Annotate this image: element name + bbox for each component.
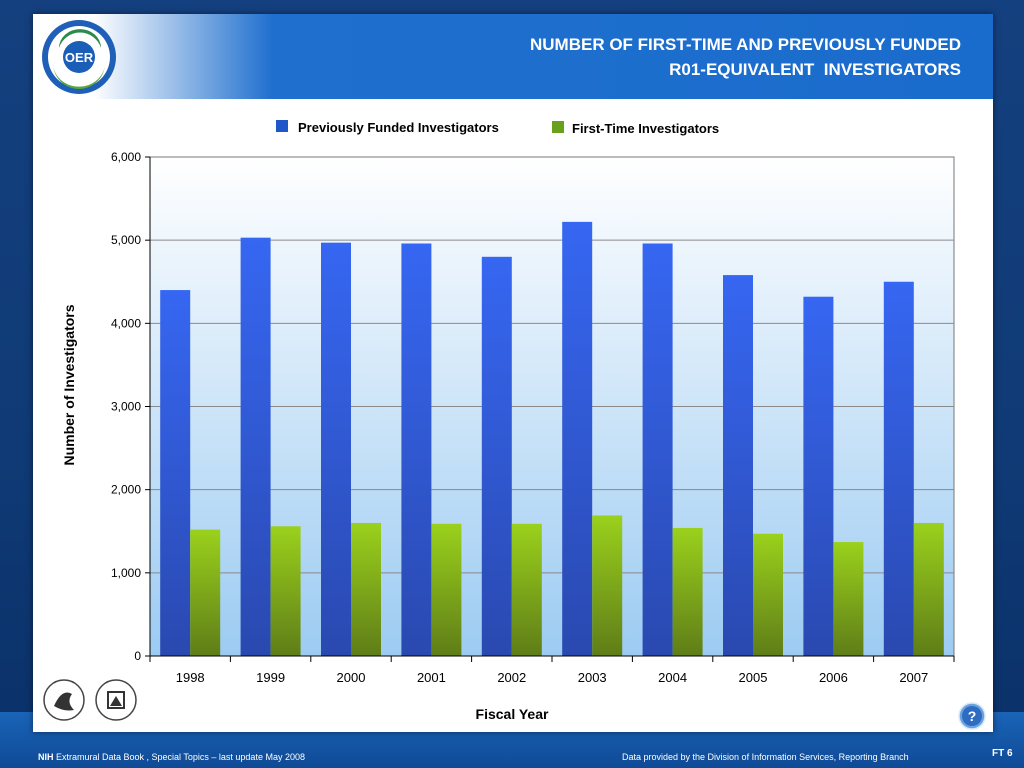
bar-first-time xyxy=(270,526,301,656)
bar-previously-funded xyxy=(803,296,834,656)
y-tick-label: 3,000 xyxy=(111,400,141,414)
y-tick-label: 1,000 xyxy=(111,566,141,580)
bar-first-time xyxy=(672,527,703,656)
legend-label-previous: Previously Funded Investigators xyxy=(298,120,499,135)
x-tick-label: 2004 xyxy=(658,670,687,685)
title-line-2: R01-EQUIVALENT INVESTIGATORS xyxy=(669,60,961,79)
x-tick-label: 2006 xyxy=(819,670,848,685)
bar-first-time xyxy=(913,522,944,656)
svg-text:?: ? xyxy=(968,708,977,724)
y-tick-label: 4,000 xyxy=(111,316,141,330)
nih-seal-icon xyxy=(95,679,137,721)
x-tick-label: 1999 xyxy=(256,670,285,685)
x-tick-label: 2005 xyxy=(739,670,768,685)
slide-number: FT 6 xyxy=(992,748,1013,759)
y-tick-label: 6,000 xyxy=(111,150,141,164)
hhs-seal-icon xyxy=(43,679,85,721)
legend-label-first-time: First-Time Investigators xyxy=(572,121,719,136)
title-line-1: NUMBER OF FIRST-TIME AND PREVIOUSLY FUND… xyxy=(529,35,961,54)
legend-swatch-first-time xyxy=(552,121,564,133)
bar-first-time xyxy=(833,542,864,656)
bar-previously-funded xyxy=(160,290,191,656)
bar-previously-funded xyxy=(321,242,351,656)
bar-first-time xyxy=(351,522,381,656)
legend-swatch-previous xyxy=(276,120,288,132)
nih-seals xyxy=(43,679,137,721)
bar-previously-funded xyxy=(642,243,673,656)
bar-previously-funded xyxy=(240,237,271,656)
bar-first-time xyxy=(592,515,623,656)
oer-logo: OER xyxy=(42,20,116,94)
x-tick-label: 1998 xyxy=(176,670,205,685)
footer-source-note: NIH Extramural Data Book , Special Topic… xyxy=(38,752,305,762)
y-axis-title: Number of Investigators xyxy=(61,304,77,465)
logo-text: OER xyxy=(65,50,94,65)
x-tick-label: 2003 xyxy=(578,670,607,685)
page-title: NUMBER OF FIRST-TIME AND PREVIOUSLY FUND… xyxy=(341,32,961,82)
footer-data-credit: Data provided by the Division of Informa… xyxy=(622,752,909,762)
footer-nih: NIH xyxy=(38,752,54,762)
x-tick-label: 2002 xyxy=(497,670,526,685)
x-tick-label: 2007 xyxy=(899,670,928,685)
slide-header: OER NUMBER OF FIRST-TIME AND PREVIOUSLY … xyxy=(33,14,993,99)
x-tick-label: 2000 xyxy=(337,670,366,685)
help-icon[interactable]: ? xyxy=(958,702,986,730)
y-tick-label: 2,000 xyxy=(111,483,141,497)
bar-first-time xyxy=(431,523,462,656)
bar-first-time xyxy=(190,529,221,656)
x-tick-label: 2001 xyxy=(417,670,446,685)
x-axis-title: Fiscal Year xyxy=(476,706,549,722)
footer-left-text: Extramural Data Book , Special Topics – … xyxy=(53,752,305,762)
bar-first-time xyxy=(511,523,542,656)
y-tick-label: 5,000 xyxy=(111,233,141,247)
bar-first-time xyxy=(753,533,783,656)
bar-previously-funded xyxy=(883,281,914,656)
bar-previously-funded xyxy=(723,275,753,656)
bar-previously-funded xyxy=(401,243,432,656)
bar-previously-funded xyxy=(481,256,512,656)
y-tick-label: 0 xyxy=(134,649,141,663)
bar-previously-funded xyxy=(562,221,593,656)
